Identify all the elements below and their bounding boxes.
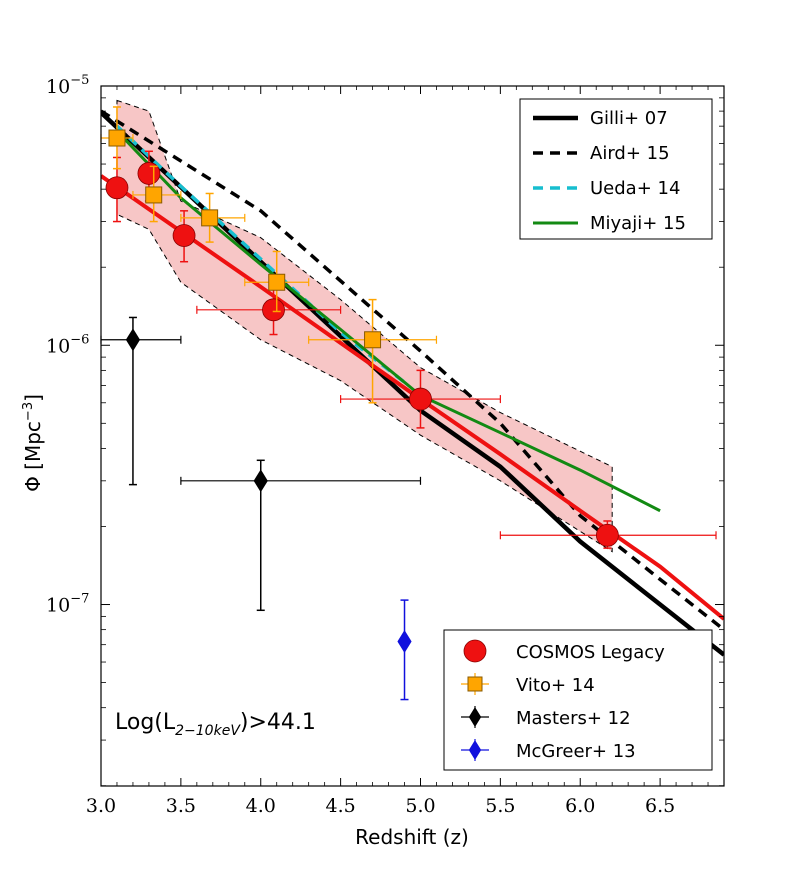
- plot-frame: [100, 85, 725, 787]
- luminosity-annotation: Log(L2−10keV)>44.1: [115, 710, 316, 739]
- y-ticks: 10−5 10−6 10−7: [46, 73, 724, 787]
- legend-label-miyaji-15: Miyaji+ 15: [590, 213, 686, 234]
- annotation-suffix: )>44.1: [240, 710, 316, 735]
- x-tick-label: 5.5: [485, 795, 515, 817]
- y-tick-label: 10−7: [46, 592, 89, 617]
- y-axis-label-exp: −3: [21, 402, 36, 421]
- x-ticks: 3.0 3.5 4.0 4.5 5.0 5.5 6.0 6.5: [86, 86, 725, 817]
- y-axis-label-close: ]: [21, 394, 45, 402]
- y-tick-label: 10−6: [46, 332, 89, 357]
- point-masters-12: [253, 469, 268, 493]
- y-axis-label-main: Φ [Mpc: [21, 421, 45, 492]
- cosmos-uncertainty-band: [116, 99, 613, 553]
- x-tick-label: 3.0: [86, 795, 116, 817]
- series-vito-14: [100, 106, 438, 404]
- y-tick-label: 10−5: [46, 73, 89, 98]
- point-cosmos-legacy: [172, 224, 196, 247]
- x-tick-label: 6.5: [645, 795, 675, 817]
- annotation-prefix: Log(L: [115, 710, 176, 735]
- legend-marker-vito-14: [467, 676, 483, 692]
- line-aird-15: [101, 109, 724, 632]
- axes: [100, 85, 725, 787]
- series-masters-12: [100, 316, 422, 612]
- legend-observations: COSMOS Legacy Vito+ 14 Masters+ 12 McGreer+…: [443, 629, 713, 771]
- legend-models-box: [519, 98, 713, 240]
- x-tick-label: 4.0: [246, 795, 276, 817]
- line-gilli-07: [101, 110, 724, 657]
- legend-marker-cosmos-legacy: [463, 639, 487, 663]
- point-vito-14: [145, 186, 163, 204]
- x-tick-label: 3.5: [166, 795, 196, 817]
- point-mcgreer-13: [397, 630, 412, 653]
- point-cosmos-legacy: [595, 523, 619, 547]
- legend-label-cosmos-legacy: COSMOS Legacy: [516, 642, 665, 663]
- legend-label-vito-14: Vito+ 14: [516, 675, 595, 696]
- point-vito-14: [268, 273, 286, 291]
- point-masters-12: [125, 328, 141, 352]
- legend-label-mcgreer-13: McGreer+ 13: [516, 741, 636, 762]
- point-vito-14: [201, 209, 219, 227]
- legend-label-aird-15: Aird+ 15: [590, 143, 670, 164]
- x-axis-label: Redshift (z): [355, 825, 469, 849]
- series-mcgreer-13: [397, 599, 412, 701]
- legend-label-ueda-14: Ueda+ 14: [590, 178, 680, 199]
- legend-label-masters-12: Masters+ 12: [516, 708, 631, 729]
- x-tick-label: 6.0: [565, 795, 595, 817]
- point-cosmos-legacy: [409, 387, 432, 411]
- legend-marker-masters-12: [468, 707, 482, 727]
- line-ueda-14: [115, 124, 406, 384]
- y-axis-label: Φ [Mpc−3]: [21, 394, 45, 492]
- point-cosmos-legacy: [105, 176, 129, 200]
- x-tick-label: 4.5: [326, 795, 356, 817]
- line-miyaji-15: [115, 130, 661, 513]
- data-points: [100, 106, 717, 701]
- point-vito-14: [364, 331, 382, 349]
- uncertainty-band: [116, 99, 613, 553]
- legend-marker-mcgreer-13: [468, 740, 482, 760]
- point-cosmos-legacy: [262, 298, 285, 322]
- annotation-sub: 2−10keV: [175, 723, 241, 739]
- legend-observations-box: [443, 629, 713, 771]
- legend-label-gilli-07: Gilli+ 07: [590, 108, 668, 129]
- legend-models: Gilli+ 07 Aird+ 15 Ueda+ 14 Miyaji+ 15: [519, 98, 713, 240]
- x-tick-label: 5.0: [405, 795, 435, 817]
- point-vito-14: [108, 129, 126, 147]
